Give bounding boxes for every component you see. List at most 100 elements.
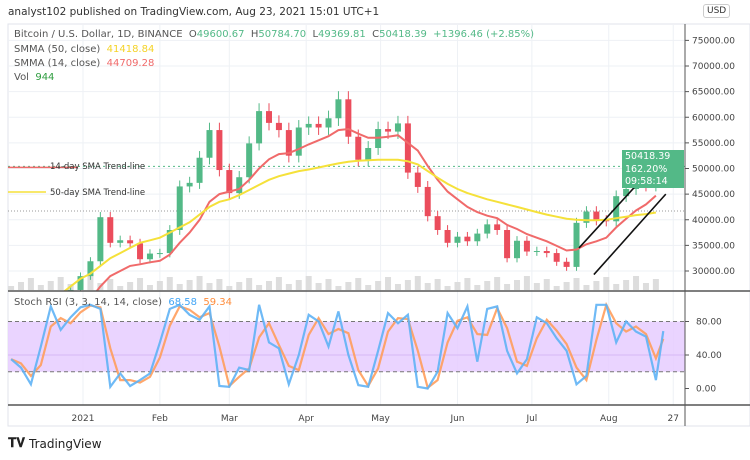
candle-body — [533, 251, 540, 253]
low-label: L — [312, 29, 319, 40]
candle-body — [206, 130, 213, 158]
candle-body — [196, 157, 203, 183]
smma50-label: SMMA (50, close) — [14, 44, 101, 55]
symbol-name: Bitcoin / U.S. Dollar, 1D, BINANCE — [14, 29, 183, 40]
smma14-value: 44709.28 — [106, 58, 155, 69]
volume-bar — [176, 284, 183, 290]
vol-label: Vol — [14, 72, 29, 83]
candle-body — [275, 122, 282, 131]
candle-body — [454, 236, 461, 243]
stoch-d-line — [10, 301, 665, 390]
volume-bar — [156, 281, 163, 290]
volume-bar — [285, 284, 292, 290]
volume-bar — [18, 282, 24, 290]
candle-body — [464, 236, 471, 242]
candle-body — [285, 130, 292, 156]
candle-body — [494, 224, 501, 230]
candle-body — [563, 261, 570, 267]
candle-body — [484, 224, 491, 234]
tradingview-logo-icon: 𝐓𝐕 — [8, 436, 25, 451]
price-tick-label: 60000.00 — [692, 113, 735, 123]
candle-body — [295, 127, 302, 156]
volume-legend[interactable]: Vol 944 — [14, 72, 54, 83]
candle-body — [236, 177, 243, 194]
volume-bar — [107, 279, 114, 290]
candle-body — [176, 186, 183, 230]
high-value: 50784.70 — [258, 29, 307, 40]
close-label: C — [372, 29, 380, 40]
price-tick-label: 40000.00 — [692, 216, 735, 226]
volume-bar — [295, 280, 302, 290]
sma50-trendline-label: 50-day SMA Trend-line — [50, 188, 146, 198]
price-tick-label: 65000.00 — [692, 88, 735, 98]
volume-bar — [117, 286, 124, 290]
volume-bar — [216, 279, 223, 290]
volume-bar — [563, 282, 570, 290]
smma50-legend[interactable]: SMMA (50, close) 41418.84 — [14, 44, 154, 55]
smma14-label: SMMA (14, close) — [14, 58, 101, 69]
candle-body — [434, 216, 441, 230]
volume-bar — [127, 282, 134, 290]
candle-body — [77, 276, 84, 290]
volume-bar — [236, 282, 243, 290]
price-tick-label: 50000.00 — [692, 165, 735, 175]
currency-button[interactable]: USD — [703, 4, 731, 18]
brand-name: TradingView — [29, 436, 102, 451]
candle-body — [117, 240, 124, 243]
candle-body — [444, 230, 451, 243]
candle-body — [613, 196, 620, 222]
volume-bar — [593, 281, 600, 290]
volume-bar — [37, 285, 44, 290]
volume-bar — [514, 280, 520, 290]
time-tick-label: Mar — [221, 414, 238, 424]
smma50-line — [63, 158, 657, 291]
axes: 2021 Feb Mar Apr May Jun Jul Aug 27 30000.00 35000… — [72, 36, 736, 424]
smma50-value: 41418.84 — [106, 44, 155, 55]
price-tick-label: 70000.00 — [692, 62, 735, 72]
candle-body — [404, 123, 411, 173]
time-tick-label: Jul — [525, 414, 537, 424]
tradingview-logo[interactable]: 𝐓𝐕 TradingView — [8, 436, 102, 451]
volume-bar — [8, 286, 15, 290]
candle-body — [543, 251, 550, 254]
volume-bar — [543, 279, 550, 290]
volume-bar — [137, 278, 144, 290]
candle-body — [553, 253, 560, 262]
publish-info: analyst102 published on TradingView.com,… — [8, 6, 380, 18]
candle-body — [256, 111, 263, 144]
volume-bar — [394, 284, 401, 290]
volume-bar — [27, 278, 34, 290]
volume-bar — [385, 277, 392, 290]
candle-body — [146, 253, 153, 260]
candle-body — [137, 243, 144, 260]
symbol-legend: Bitcoin / U.S. Dollar, 1D, BINANCE O4960… — [14, 29, 534, 40]
volume-bar — [623, 280, 630, 290]
candle-body — [186, 182, 193, 187]
change-value: +1396.46 (+2.85%) — [433, 29, 535, 40]
close-value: 50418.39 — [379, 29, 427, 40]
time-tick-label: 2021 — [72, 414, 95, 424]
price-tick-label: 35000.00 — [692, 241, 735, 251]
volume-bar — [305, 276, 312, 290]
volume-bar — [642, 283, 649, 290]
stoch-rsi-legend[interactable]: Stoch RSI (3, 3, 14, 14, close) 68.58 59… — [14, 297, 232, 308]
smma14-legend[interactable]: SMMA (14, close) 44709.28 — [14, 58, 154, 69]
candle-body — [305, 123, 312, 128]
vol-value: 944 — [35, 72, 55, 83]
volume-bar — [87, 276, 94, 290]
candle-body — [385, 129, 392, 132]
candle-body — [107, 217, 114, 243]
volume-bar — [375, 281, 382, 290]
candle-body — [226, 170, 233, 194]
volume-bar — [315, 283, 322, 290]
volume-bar — [335, 286, 342, 290]
volume-bar — [404, 280, 411, 290]
candle-body — [394, 123, 401, 132]
price-tick-label: 30000.00 — [692, 267, 735, 277]
volume-bar — [365, 285, 372, 290]
bar-countdown: 09:58:14 — [625, 176, 668, 187]
stoch-label: Stoch RSI (3, 3, 14, 14, close) — [14, 297, 162, 308]
stoch-d-value: 59.34 — [203, 297, 232, 308]
candle-body — [573, 222, 580, 267]
